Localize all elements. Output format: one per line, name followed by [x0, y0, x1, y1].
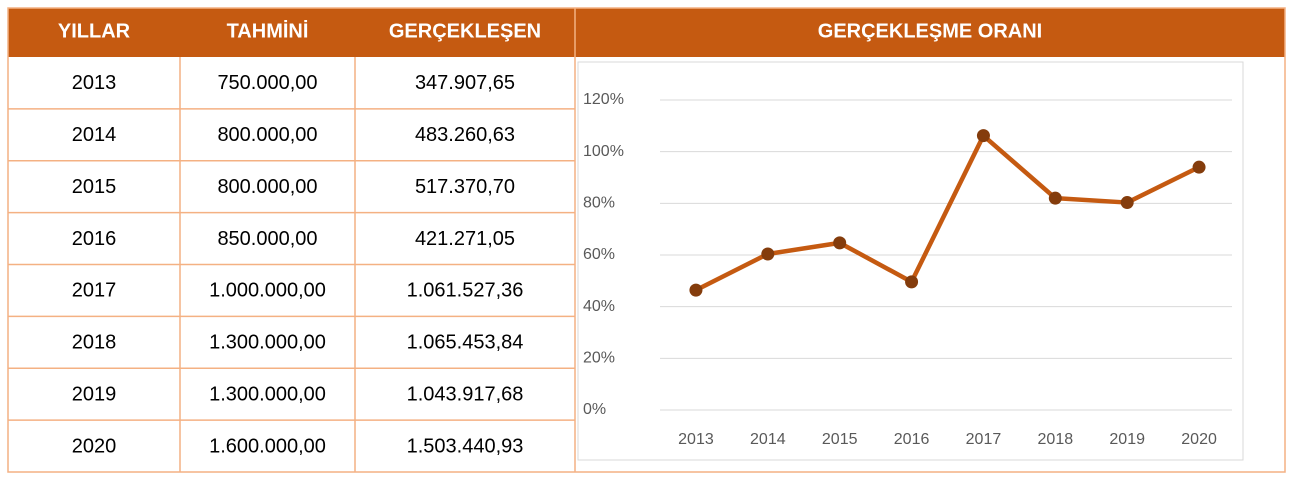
table-cell: 2016	[72, 228, 117, 250]
table-cell: 1.061.527,36	[407, 280, 524, 302]
chart-frame	[577, 61, 1244, 461]
y-tick-label: 100%	[583, 143, 624, 160]
table-cell: 1.065.453,84	[407, 332, 524, 354]
table-cell: 800.000,00	[217, 124, 317, 146]
y-tick-label: 80%	[583, 195, 615, 212]
table-cell: 483.260,63	[415, 124, 515, 146]
table-cell: 347.907,65	[415, 72, 515, 94]
table-cell: 2013	[72, 72, 117, 94]
table-cell: 1.300.000,00	[209, 332, 326, 354]
chart-title: GERÇEKLEŞME ORANI	[818, 20, 1042, 42]
table-cell: 2015	[72, 176, 117, 198]
table-cell: 2017	[72, 280, 117, 302]
table-cell: 1.000.000,00	[209, 280, 326, 302]
y-tick-label: 60%	[583, 246, 615, 263]
table-cell: 1.043.917,68	[407, 383, 524, 405]
table-cell: 517.370,70	[415, 176, 515, 198]
x-tick-label: 2020	[1181, 431, 1217, 448]
data-point	[761, 247, 775, 261]
x-tick-label: 2016	[894, 431, 930, 448]
column-header: GERÇEKLEŞEN	[389, 20, 541, 42]
table-cell: 2020	[72, 435, 117, 457]
header-bar	[8, 8, 1285, 57]
x-tick-label: 2017	[966, 431, 1002, 448]
table-border	[7, 7, 1286, 473]
x-tick-label: 2015	[822, 431, 858, 448]
data-point	[976, 129, 990, 143]
x-tick-label: 2018	[1038, 431, 1074, 448]
y-tick-label: 0%	[583, 401, 606, 418]
table-cell: 2019	[72, 383, 117, 405]
data-point	[833, 236, 847, 250]
table-cell: 2018	[72, 332, 117, 354]
x-tick-label: 2019	[1109, 431, 1145, 448]
data-point	[905, 275, 919, 289]
table-cell: 1.600.000,00	[209, 435, 326, 457]
table-cell: 850.000,00	[217, 228, 317, 250]
table-cell: 800.000,00	[217, 176, 317, 198]
table-cell: 1.300.000,00	[209, 383, 326, 405]
table-cell: 1.503.440,93	[407, 435, 524, 457]
table-cell: 421.271,05	[415, 228, 515, 250]
x-tick-label: 2013	[678, 431, 714, 448]
y-tick-label: 20%	[583, 350, 615, 367]
column-header: TAHMİNİ	[227, 19, 309, 42]
y-tick-label: 40%	[583, 298, 615, 315]
x-tick-label: 2014	[750, 431, 786, 448]
data-point	[689, 283, 703, 297]
data-point	[1048, 191, 1062, 205]
column-header: YILLAR	[58, 20, 131, 42]
table-cell: 2014	[72, 124, 117, 146]
table-cell: 750.000,00	[217, 72, 317, 94]
data-point	[1120, 196, 1134, 210]
y-tick-label: 120%	[583, 91, 624, 108]
data-point	[1192, 160, 1206, 174]
series-line	[694, 133, 1201, 293]
